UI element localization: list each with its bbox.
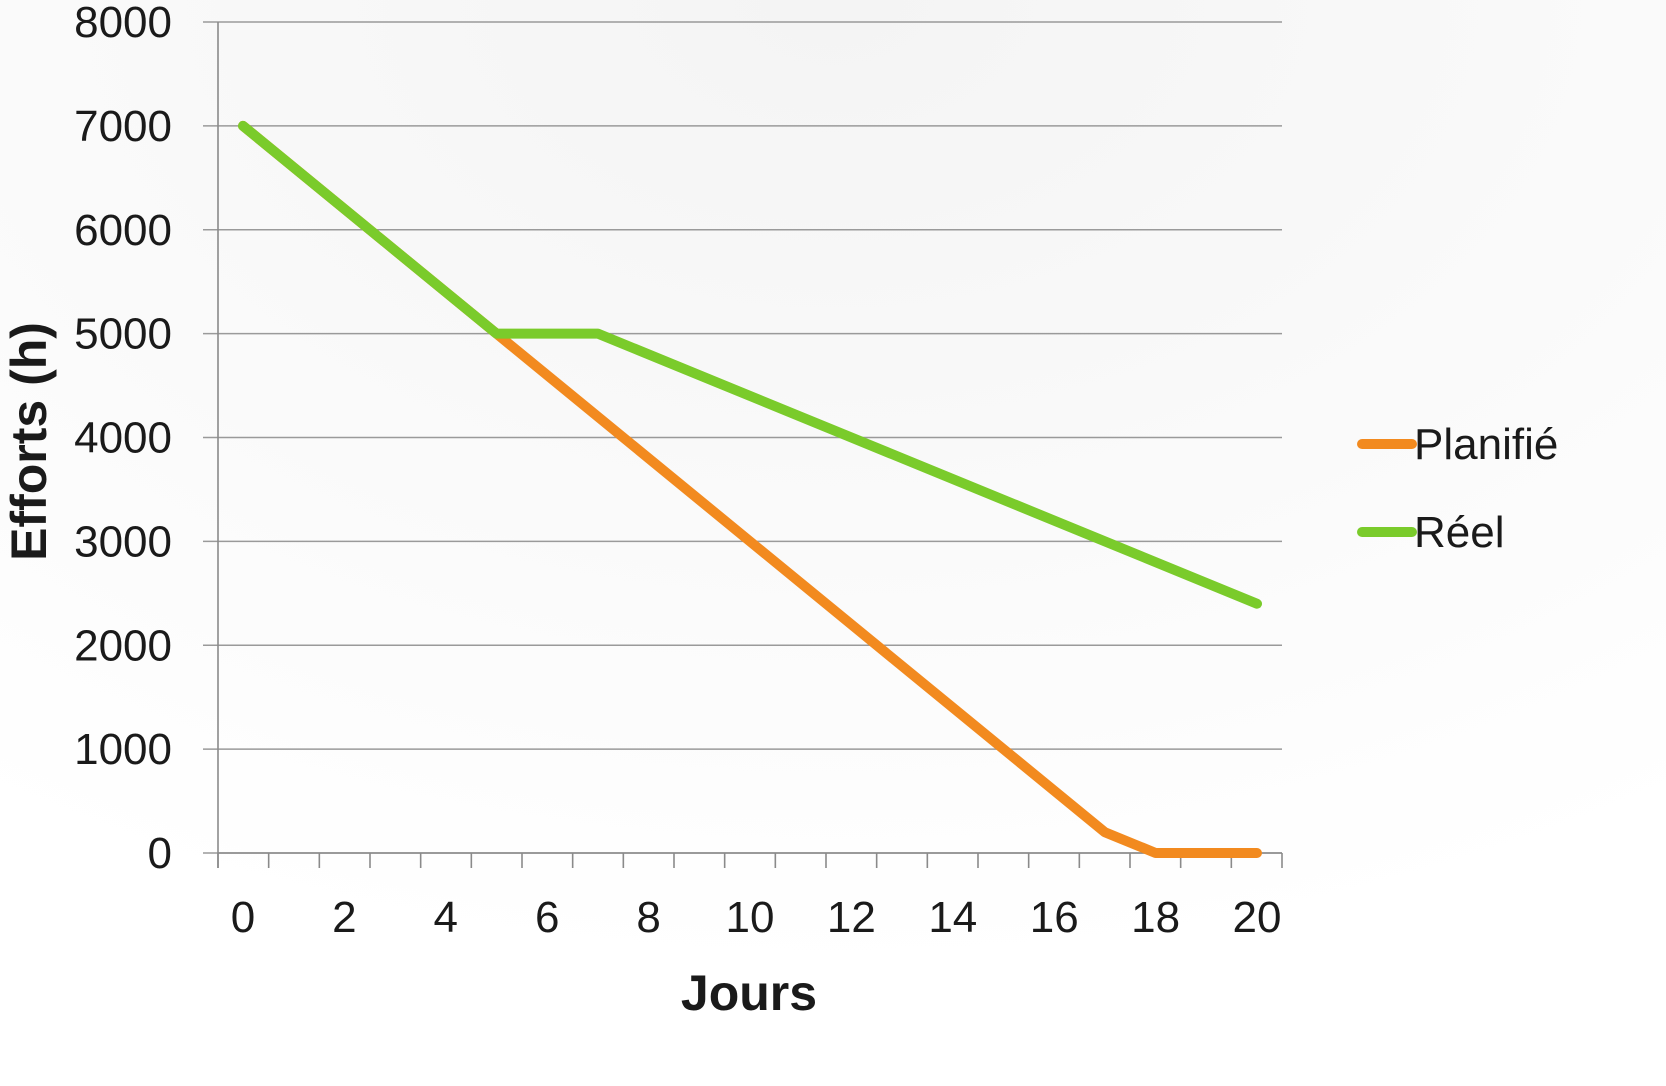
- y-tick-label: 3000: [74, 517, 172, 566]
- x-tick-label: 6: [535, 893, 559, 942]
- x-tick-label: 18: [1131, 893, 1180, 942]
- y-tick-label: 5000: [74, 310, 172, 359]
- x-tick-label: 2: [332, 893, 356, 942]
- x-axis-ticks: 0 2 4 6 8 10 12 14 16 18 20: [217, 853, 1283, 942]
- x-tick-label: 4: [434, 893, 458, 942]
- x-tick-label: 20: [1233, 893, 1282, 942]
- x-tick-label: 8: [636, 893, 660, 942]
- y-tick-label: 6000: [74, 206, 172, 255]
- legend-item-reel: Réel: [1357, 508, 1505, 557]
- x-axis-title: Jours: [681, 965, 817, 1021]
- axes: [217, 22, 1282, 868]
- x-tick-label: 12: [827, 893, 876, 942]
- x-tick-label: 14: [928, 893, 977, 942]
- legend-label: Réel: [1414, 508, 1505, 557]
- series-layer: [238, 120, 1262, 858]
- y-tick-label: 4000: [74, 414, 172, 463]
- legend-item-planifie: Planifié: [1357, 420, 1558, 469]
- y-tick-label: 7000: [74, 102, 172, 151]
- legend: Planifié Réel: [1357, 420, 1558, 557]
- x-tick-label: 0: [231, 893, 255, 942]
- y-tick-label: 8000: [74, 0, 172, 47]
- y-tick-label: 2000: [74, 621, 172, 670]
- legend-label: Planifié: [1414, 420, 1558, 469]
- y-axis-title: Efforts (h): [1, 322, 57, 561]
- y-tick-label: 1000: [74, 725, 172, 774]
- x-tick-label: 16: [1030, 893, 1079, 942]
- y-axis-ticks: 0 1000 2000 3000 4000 5000 6000 7000 8000: [74, 0, 172, 878]
- y-tick-label: 0: [148, 829, 172, 878]
- series-line-reel: [238, 120, 1262, 609]
- x-tick-label: 10: [726, 893, 775, 942]
